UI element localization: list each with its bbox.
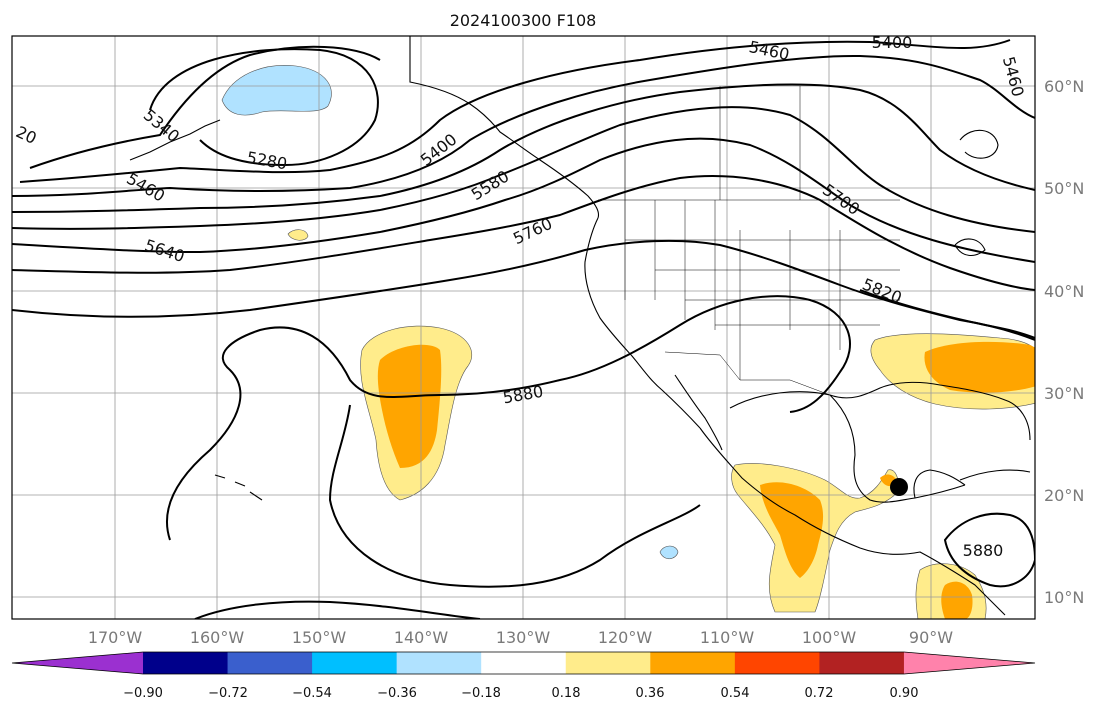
colorbar-tick: 0.36 — [636, 686, 665, 701]
contour-label: 20 — [13, 122, 39, 148]
lon-label: 170°W — [88, 628, 143, 647]
alaska-coast — [409, 36, 600, 219]
lat-label: 20°N — [1044, 486, 1084, 505]
lat-label: 40°N — [1044, 282, 1084, 301]
lat-label: 60°N — [1044, 77, 1084, 96]
contour-5880-b — [328, 404, 701, 588]
contour-5580 — [12, 106, 1035, 233]
colorbar-segment — [650, 652, 736, 674]
colorbar-segment — [819, 652, 905, 674]
colorbar-tick: −0.36 — [377, 686, 417, 701]
lon-labels: 170°W 160°W 150°W 140°W 130°W 120°W 110°… — [88, 628, 953, 647]
contour-5700 — [12, 175, 1035, 291]
colorbar-segment — [227, 652, 313, 674]
baja-coast — [674, 374, 723, 451]
lat-label: 10°N — [1044, 588, 1084, 607]
lat-label: 30°N — [1044, 384, 1084, 403]
state-line-2 — [739, 230, 841, 380]
colorbar-tick: 0.72 — [805, 686, 834, 701]
colorbar-outline — [11, 651, 1036, 675]
lon-label: 90°W — [909, 628, 953, 647]
us-mexico-border — [664, 351, 831, 396]
contour-5400 — [19, 39, 1011, 183]
central-america-orange-region — [941, 581, 973, 619]
contour-5820 — [859, 289, 1035, 339]
cuba — [959, 469, 1031, 481]
colorbar-tick: 0.54 — [721, 686, 750, 701]
lon-label: 110°W — [700, 628, 755, 647]
colorbar-ticks: −0.90 −0.72 −0.54 −0.36 −0.18 0.18 0.36 … — [123, 686, 918, 701]
colorbar — [11, 651, 1036, 675]
contour-label: 5820 — [860, 274, 905, 307]
small-blue-region — [659, 545, 679, 560]
colorbar-segment — [143, 652, 229, 674]
pacific-orange-region — [377, 344, 442, 468]
mexico-orange-region — [760, 482, 824, 578]
mexico-west-coast — [699, 427, 1006, 616]
colorbar-tick: −0.90 — [123, 686, 163, 701]
contour-5340 — [29, 45, 381, 169]
contour-5460 — [12, 54, 1035, 197]
aleutian-chain — [129, 119, 221, 161]
lat-label: 50°N — [1044, 179, 1084, 198]
contour-label: 5280 — [245, 148, 288, 174]
contour-5880-c — [194, 600, 481, 619]
lon-label: 150°W — [292, 628, 347, 647]
hudson-bay — [959, 129, 999, 159]
lon-label: 140°W — [394, 628, 449, 647]
colorbar-segment — [396, 652, 482, 674]
us-gulf-coast — [729, 381, 1031, 441]
contour-label: 5880 — [963, 541, 1004, 560]
colorbar-tick: −0.72 — [208, 686, 248, 701]
shading-layer — [221, 65, 1035, 619]
contour-5520 — [12, 83, 1035, 213]
colorbar-tick: −0.18 — [461, 686, 501, 701]
contour-label: 5460 — [999, 54, 1028, 98]
lon-label: 120°W — [598, 628, 653, 647]
contour-label-layer: 5460 5400 5460 5340 5280 20 5460 5400 55… — [13, 33, 1028, 560]
contour-5880-d — [943, 512, 1035, 588]
canada-provinces — [624, 86, 801, 200]
yucatan — [913, 469, 966, 499]
colorbar-extend-low — [12, 652, 143, 674]
colorbar-tick: 0.18 — [552, 686, 581, 701]
storm-center-marker — [890, 478, 908, 496]
colorbar-segment — [565, 652, 651, 674]
map-title: 2024100300 F108 — [450, 11, 597, 30]
colorbar-segment — [481, 652, 567, 674]
colorbar-tick: −0.54 — [292, 686, 332, 701]
colorbar-extend-high — [903, 652, 1035, 674]
colorbar-segment — [734, 652, 820, 674]
small-yellow-region — [287, 229, 309, 241]
state-line-3 — [625, 239, 900, 326]
coastlines — [129, 36, 1031, 616]
colorbar-tick: 0.90 — [890, 686, 919, 701]
state-line-1 — [624, 200, 716, 330]
contour-label: 5880 — [501, 382, 544, 408]
gulf-orange-region — [924, 341, 1035, 393]
contour-label: 5400 — [872, 33, 913, 52]
lon-label: 100°W — [802, 628, 857, 647]
hawaii — [214, 474, 263, 501]
height-contours — [12, 39, 1035, 619]
contour-label: 5760 — [510, 214, 555, 248]
bc-coast — [584, 217, 701, 429]
lat-labels: 60°N 50°N 40°N 30°N 20°N 10°N — [1044, 77, 1084, 607]
contour-label: 5580 — [468, 166, 513, 204]
lon-label: 130°W — [496, 628, 551, 647]
contour-5880 — [165, 295, 851, 541]
contour-label: 5460 — [123, 169, 168, 206]
contour-label: 5460 — [747, 37, 791, 64]
lon-label: 160°W — [190, 628, 245, 647]
contour-5640 — [12, 137, 1035, 263]
contour-label: 5640 — [142, 235, 187, 266]
contour-5280 — [149, 48, 379, 167]
mexico-gulf-coast — [829, 394, 966, 503]
political-borders — [598, 86, 900, 396]
great-lakes — [954, 238, 986, 256]
alaska-blue-region — [221, 65, 332, 116]
colorbar-segment — [312, 652, 398, 674]
map-frame — [11, 35, 1036, 620]
